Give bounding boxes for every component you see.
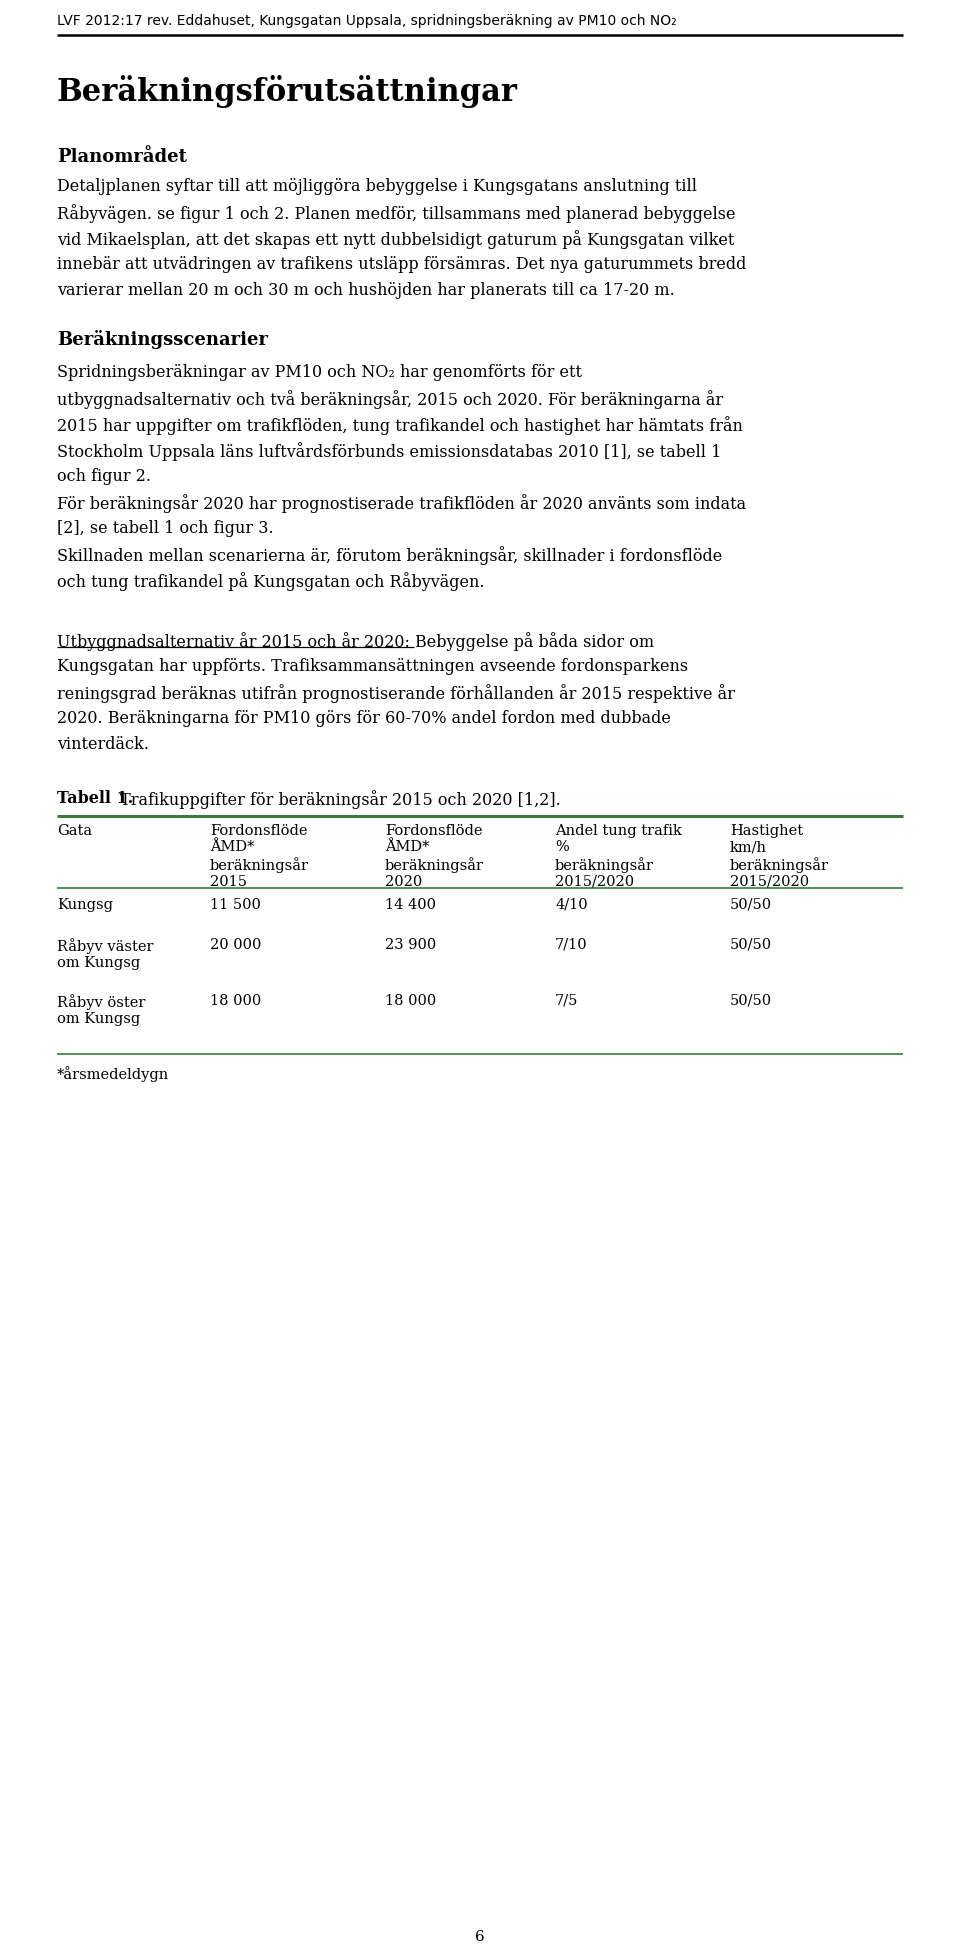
Text: Spridningsberäkningar av PM10 och NO₂ har genomförts för ett: Spridningsberäkningar av PM10 och NO₂ ha… <box>57 364 582 382</box>
Text: 50/50: 50/50 <box>730 994 772 1008</box>
Text: Trafikuppgifter för beräkningsår 2015 och 2020 [1,2].: Trafikuppgifter för beräkningsår 2015 oc… <box>115 791 561 808</box>
Text: 18 000: 18 000 <box>385 994 436 1008</box>
Text: och tung trafikandel på Kungsgatan och Råbyvägen.: och tung trafikandel på Kungsgatan och R… <box>57 571 485 591</box>
Text: Planområdet: Planområdet <box>57 149 187 166</box>
Text: 20 000: 20 000 <box>210 937 261 951</box>
Text: Fordonsflöde
ÅMD*
beräkningsår
2020: Fordonsflöde ÅMD* beräkningsår 2020 <box>385 824 484 888</box>
Text: Kungsgatan har uppförts. Trafiksammansättningen avseende fordonsparkens: Kungsgatan har uppförts. Trafiksammansät… <box>57 658 688 675</box>
Text: Skillnaden mellan scenarierna är, förutom beräkningsår, skillnader i fordonsflöd: Skillnaden mellan scenarierna är, föruto… <box>57 546 722 566</box>
Text: 11 500: 11 500 <box>210 898 261 912</box>
Text: Råbyv öster
om Kungsg: Råbyv öster om Kungsg <box>57 994 145 1025</box>
Text: 50/50: 50/50 <box>730 898 772 912</box>
Text: 14 400: 14 400 <box>385 898 436 912</box>
Text: Gata: Gata <box>57 824 92 838</box>
Text: varierar mellan 20 m och 30 m och hushöjden har planerats till ca 17-20 m.: varierar mellan 20 m och 30 m och hushöj… <box>57 282 675 299</box>
Text: Fordonsflöde
ÅMD*
beräkningsår
2015: Fordonsflöde ÅMD* beräkningsår 2015 <box>210 824 309 888</box>
Text: För beräkningsår 2020 har prognostiserade trafikflöden år 2020 använts som indat: För beräkningsår 2020 har prognostiserad… <box>57 493 746 513</box>
Text: vinterdäck.: vinterdäck. <box>57 736 149 753</box>
Text: och figur 2.: och figur 2. <box>57 468 151 485</box>
Text: 2020. Beräkningarna för PM10 görs för 60-70% andel fordon med dubbade: 2020. Beräkningarna för PM10 görs för 60… <box>57 710 671 726</box>
Text: LVF 2012:17 rev. Eddahuset, Kungsgatan Uppsala, spridningsberäkning av PM10 och : LVF 2012:17 rev. Eddahuset, Kungsgatan U… <box>57 14 677 27</box>
Text: *årsmedeldygn: *årsmedeldygn <box>57 1067 169 1082</box>
Text: Beräkningsscenarier: Beräkningsscenarier <box>57 331 268 348</box>
Text: [2], se tabell 1 och figur 3.: [2], se tabell 1 och figur 3. <box>57 521 274 536</box>
Text: Stockholm Uppsala läns luftvårdsförbunds emissionsdatabas 2010 [1], se tabell 1: Stockholm Uppsala läns luftvårdsförbunds… <box>57 442 721 462</box>
Text: Andel tung trafik
%
beräkningsår
2015/2020: Andel tung trafik % beräkningsår 2015/20… <box>555 824 682 888</box>
Text: 6: 6 <box>475 1930 485 1943</box>
Text: 23 900: 23 900 <box>385 937 436 951</box>
Text: innebär att utvädringen av trafikens utsläpp försämras. Det nya gaturummets bred: innebär att utvädringen av trafikens uts… <box>57 256 746 272</box>
Text: 50/50: 50/50 <box>730 937 772 951</box>
Text: Kungsg: Kungsg <box>57 898 113 912</box>
Text: Tabell 1.: Tabell 1. <box>57 791 133 806</box>
Text: 2015 har uppgifter om trafikflöden, tung trafikandel och hastighet har hämtats f: 2015 har uppgifter om trafikflöden, tung… <box>57 417 743 434</box>
Text: Detaljplanen syftar till att möjliggöra bebyggelse i Kungsgatans anslutning till: Detaljplanen syftar till att möjliggöra … <box>57 178 697 196</box>
Text: 18 000: 18 000 <box>210 994 261 1008</box>
Text: Hastighet
km/h
beräkningsår
2015/2020: Hastighet km/h beräkningsår 2015/2020 <box>730 824 829 888</box>
Text: Utbyggnadsalternativ år 2015 och år 2020: Bebyggelse på båda sidor om: Utbyggnadsalternativ år 2015 och år 2020… <box>57 632 654 652</box>
Text: 4/10: 4/10 <box>555 898 588 912</box>
Text: 7/5: 7/5 <box>555 994 578 1008</box>
Text: reningsgrad beräknas utifrån prognostiserande förhållanden år 2015 respektive år: reningsgrad beräknas utifrån prognostise… <box>57 685 734 703</box>
Text: Råbyvägen. se figur 1 och 2. Planen medför, tillsammans med planerad bebyggelse: Råbyvägen. se figur 1 och 2. Planen medf… <box>57 204 735 223</box>
Text: Råbyv väster
om Kungsg: Råbyv väster om Kungsg <box>57 937 154 971</box>
Text: utbyggnadsalternativ och två beräkningsår, 2015 och 2020. För beräkningarna år: utbyggnadsalternativ och två beräkningså… <box>57 389 723 409</box>
Text: Beräkningsförutsättningar: Beräkningsförutsättningar <box>57 74 518 108</box>
Text: 7/10: 7/10 <box>555 937 588 951</box>
Text: vid Mikaelsplan, att det skapas ett nytt dubbelsidigt gaturum på Kungsgatan vilk: vid Mikaelsplan, att det skapas ett nytt… <box>57 231 734 249</box>
